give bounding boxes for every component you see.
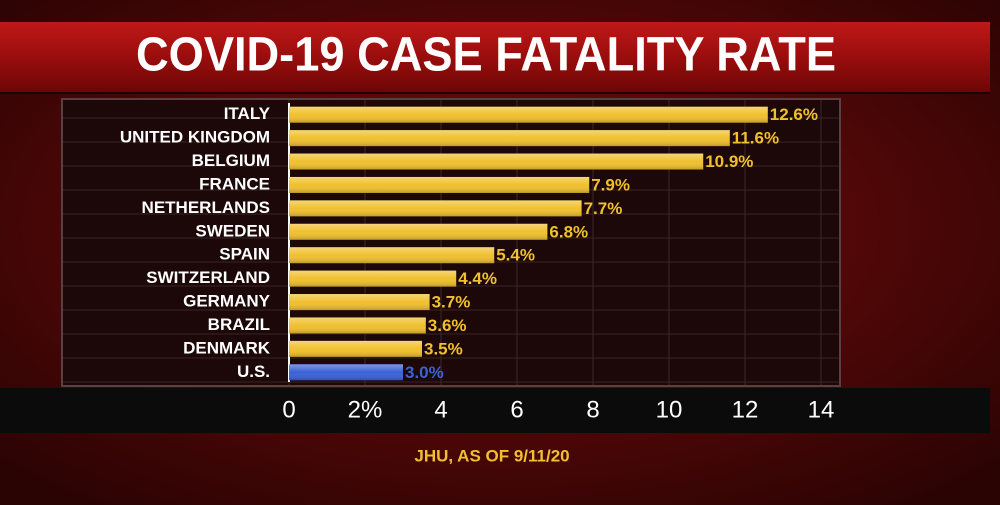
value-label: 3.6% xyxy=(428,316,467,335)
category-label: SPAIN xyxy=(219,245,270,264)
bar-shine xyxy=(289,270,457,287)
category-label: BELGIUM xyxy=(192,151,270,170)
category-label: NETHERLANDS xyxy=(142,198,270,217)
bar-shine xyxy=(289,247,495,264)
bar-shine xyxy=(289,153,704,170)
category-label: U.S. xyxy=(237,362,270,381)
category-label: DENMARK xyxy=(183,338,271,357)
category-label: ITALY xyxy=(224,104,271,123)
x-tick-label: 2% xyxy=(348,396,383,423)
value-label: 10.9% xyxy=(705,152,753,171)
value-label: 3.7% xyxy=(432,293,471,312)
chart-title: COVID-19 CASE FATALITY RATE xyxy=(136,29,836,82)
value-label: 4.4% xyxy=(458,269,497,288)
x-tick-label: 0 xyxy=(282,396,295,423)
value-label: 5.4% xyxy=(496,246,535,265)
bar-shine xyxy=(289,130,730,147)
value-label: 6.8% xyxy=(549,222,588,241)
x-tick-label: 8 xyxy=(586,396,599,423)
category-label: BRAZIL xyxy=(208,315,270,334)
x-tick-label: 12 xyxy=(732,396,759,423)
bar-shine xyxy=(289,364,403,381)
value-label: 12.6% xyxy=(770,105,818,124)
bar-shine xyxy=(289,176,590,193)
category-label: GERMANY xyxy=(183,292,271,311)
bar-shine xyxy=(289,294,430,311)
title-banner xyxy=(0,22,990,92)
category-label: SWEDEN xyxy=(195,221,270,240)
value-label: 3.5% xyxy=(424,339,463,358)
category-label: UNITED KINGDOM xyxy=(120,128,270,147)
value-label: 3.0% xyxy=(405,363,444,382)
bar-shine xyxy=(289,317,426,334)
bar-shine xyxy=(289,200,582,217)
divider xyxy=(0,92,990,94)
source-note: JHU, AS OF 9/11/20 xyxy=(414,446,569,465)
x-tick-label: 10 xyxy=(656,396,683,423)
category-label: FRANCE xyxy=(199,174,270,193)
value-label: 7.7% xyxy=(584,199,623,218)
value-label: 7.9% xyxy=(591,175,630,194)
x-tick-label: 4 xyxy=(434,396,447,423)
bar-shine xyxy=(289,106,768,123)
plot-panel xyxy=(61,98,841,387)
x-tick-label: 14 xyxy=(808,396,835,423)
category-label: SWITZERLAND xyxy=(146,268,270,287)
bar-shine xyxy=(289,340,422,357)
bar-shine xyxy=(289,223,548,240)
x-tick-label: 6 xyxy=(510,396,523,423)
value-label: 11.6% xyxy=(732,129,779,148)
axis-strip xyxy=(0,388,990,433)
